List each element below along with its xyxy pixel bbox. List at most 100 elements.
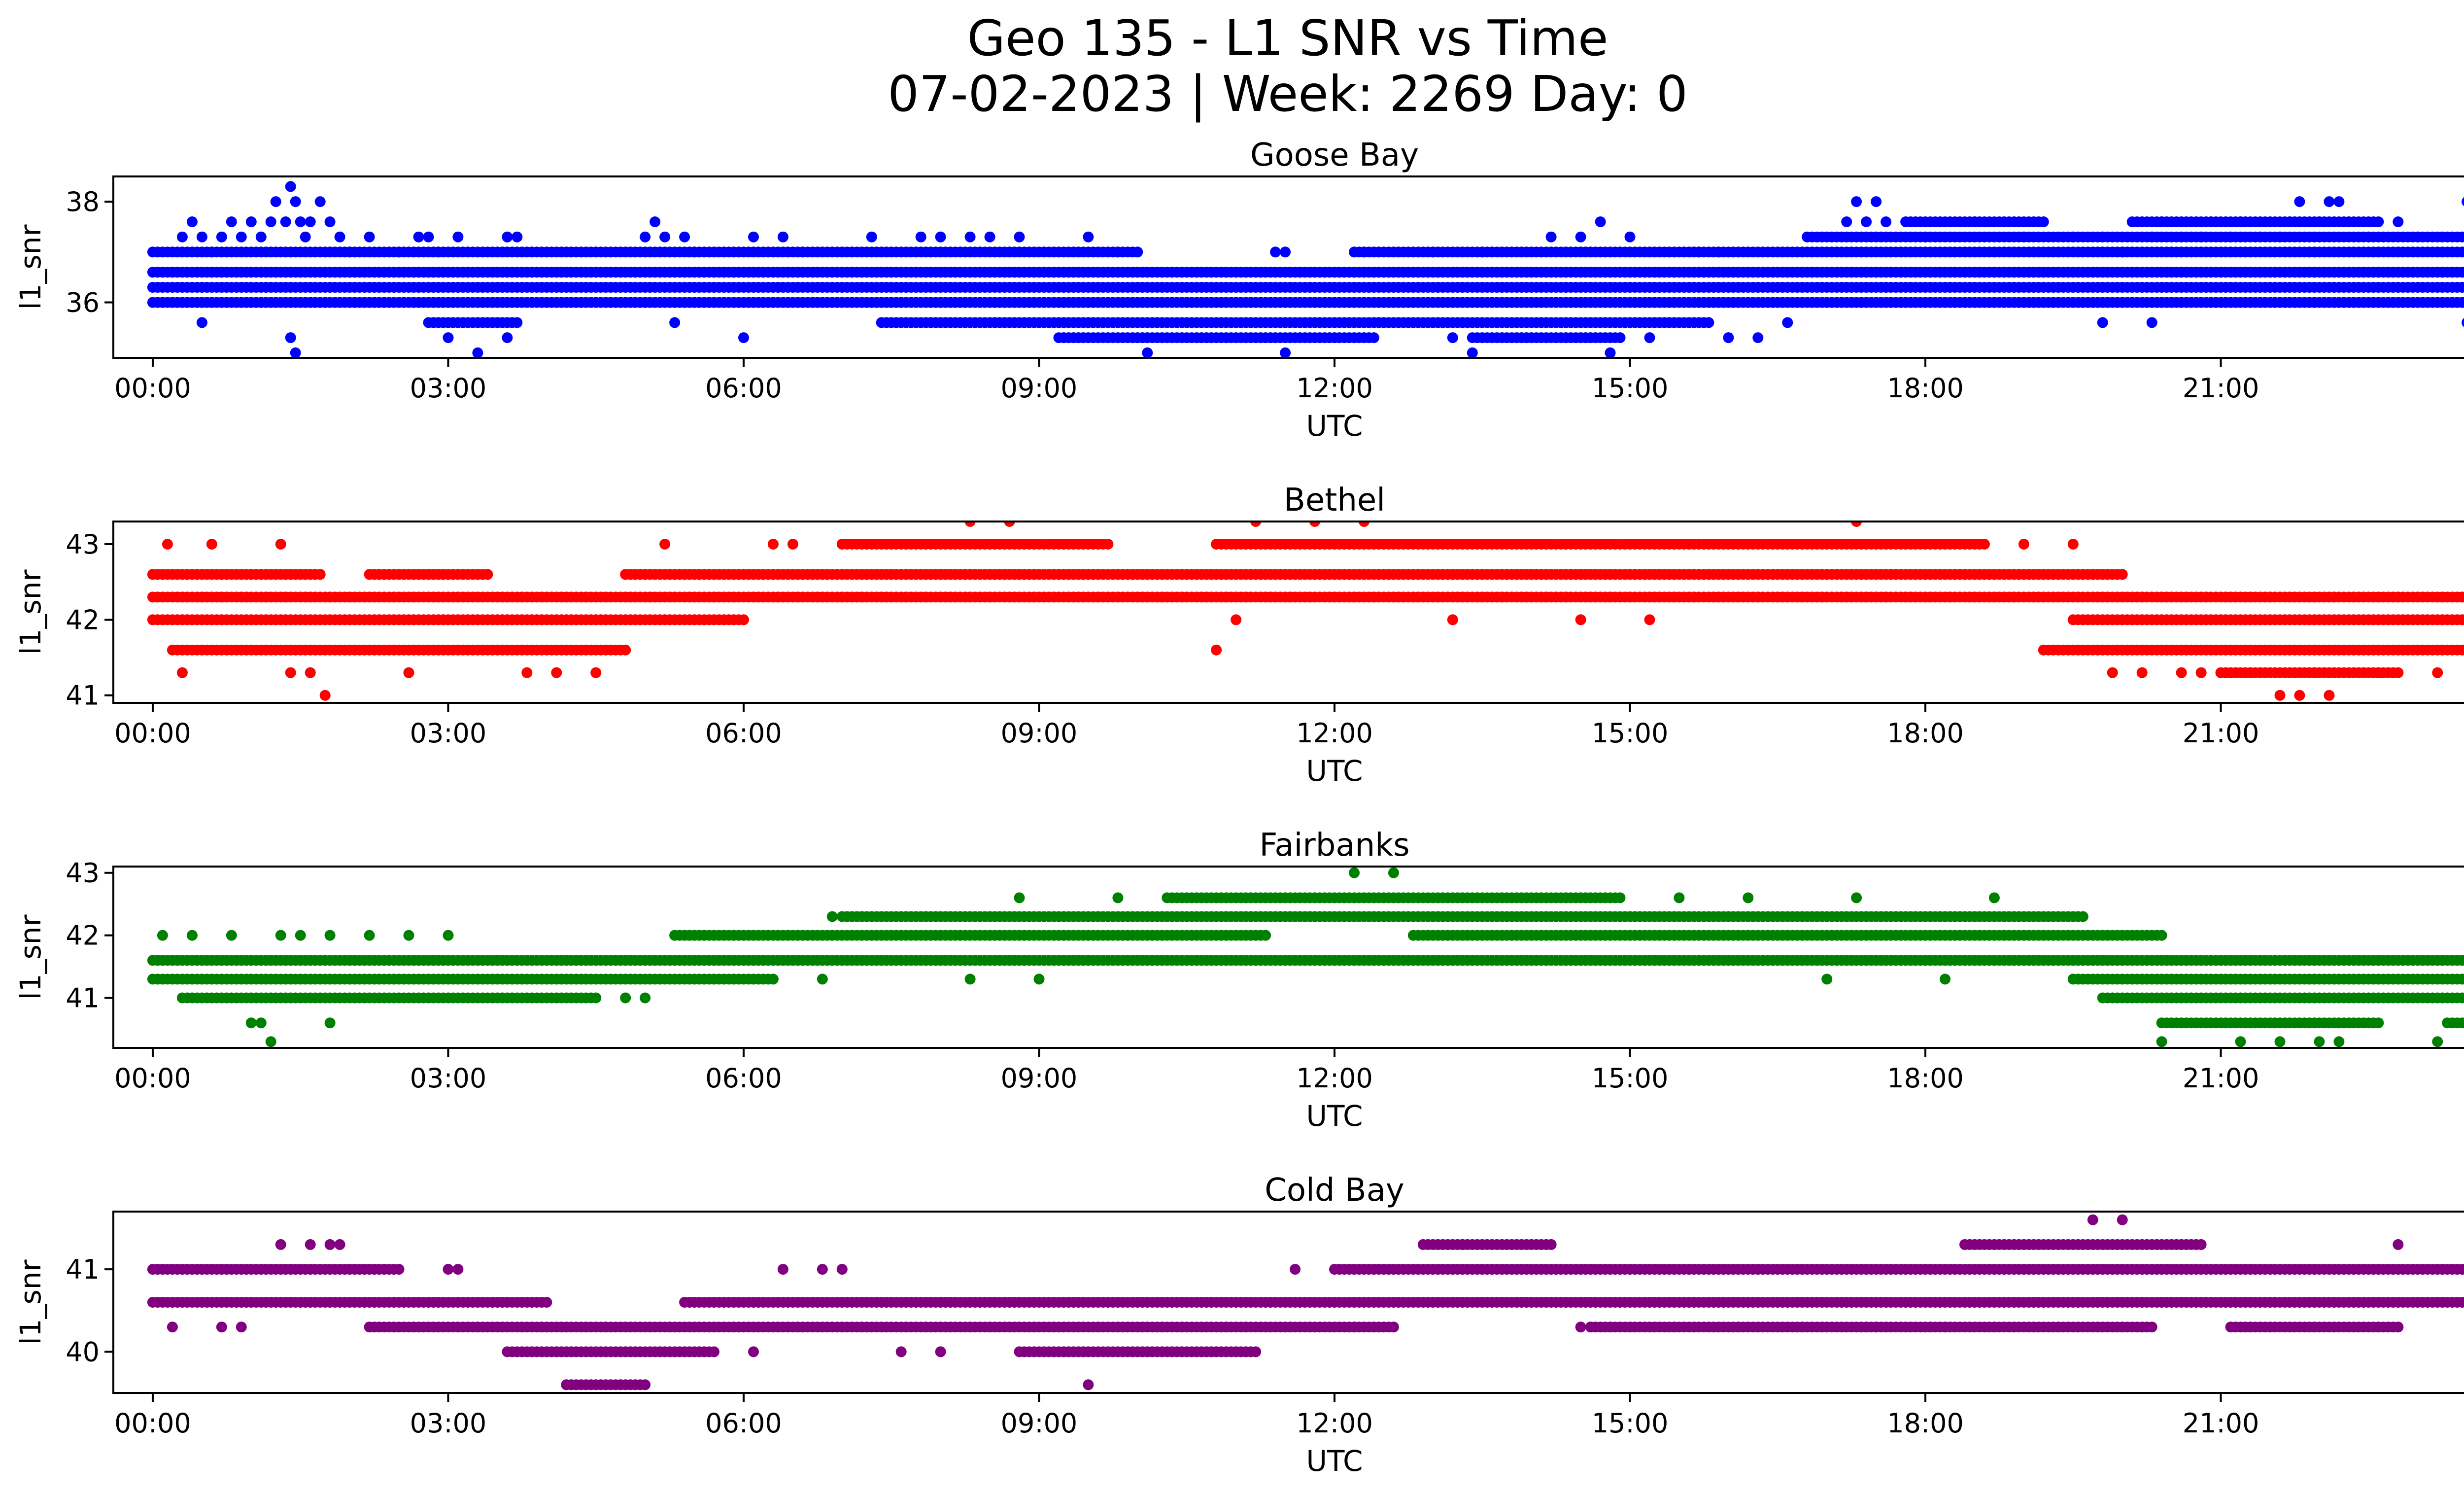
data-point: [482, 569, 493, 580]
data-point: [2284, 216, 2295, 227]
data-point: [2146, 317, 2157, 328]
data-point: [2107, 667, 2118, 678]
data-point: [2462, 592, 2464, 602]
data-point: [226, 216, 237, 227]
x-tick-label: 18:00: [1887, 373, 1964, 404]
data-point: [186, 216, 198, 227]
data-point: [1427, 246, 1438, 258]
data-point: [2067, 231, 2079, 243]
data-point: [314, 569, 326, 580]
data-point: [2333, 196, 2345, 208]
data-point: [206, 246, 217, 258]
data-point: [915, 231, 926, 243]
series-points: [147, 522, 2464, 701]
data-point: [2462, 974, 2464, 984]
x-axis-label: UTC: [1306, 754, 1363, 788]
data-point: [295, 216, 306, 227]
data-point: [2235, 216, 2246, 227]
data-point: [2457, 644, 2464, 656]
data-point: [512, 317, 523, 328]
data-point: [2462, 282, 2464, 292]
data-point: [669, 317, 681, 328]
data-point: [2457, 246, 2464, 258]
data-point: [1575, 614, 1586, 626]
data-point: [502, 231, 513, 243]
data-point: [1871, 196, 1882, 208]
data-point: [1359, 522, 1369, 527]
data-point: [1112, 246, 1124, 258]
data-point: [2457, 973, 2464, 985]
data-point: [1969, 216, 1980, 227]
data-point: [1280, 246, 1291, 258]
data-point: [265, 216, 276, 227]
data-point: [1280, 347, 1291, 358]
data-point: [1624, 231, 1636, 243]
data-point: [2457, 231, 2464, 243]
x-tick-label: 15:00: [1592, 373, 1669, 404]
data-point: [659, 539, 671, 550]
data-point: [364, 231, 375, 243]
data-point: [1851, 522, 1862, 527]
data-point: [1260, 930, 1271, 941]
data-point: [935, 231, 946, 243]
data-point: [1782, 317, 1793, 328]
data-point: [423, 231, 434, 243]
y-tick-label: 38: [66, 186, 100, 217]
data-point: [206, 539, 217, 550]
data-point: [1605, 347, 1616, 358]
data-point: [393, 246, 405, 258]
data-point: [767, 973, 779, 985]
data-point: [413, 231, 424, 243]
data-point: [2462, 298, 2464, 307]
data-point: [1703, 317, 1714, 328]
y-tick-label: 43: [66, 529, 100, 560]
data-point: [650, 216, 661, 227]
data-point: [1231, 614, 1242, 626]
data-point: [300, 231, 311, 243]
x-tick-label: 00:00: [114, 373, 191, 404]
data-point: [1545, 231, 1557, 243]
data-point: [2457, 591, 2464, 603]
x-tick-label: 03:00: [410, 718, 487, 749]
data-point: [334, 231, 345, 243]
data-point: [236, 231, 247, 243]
data-point: [1083, 231, 1094, 243]
data-point: [2412, 231, 2424, 243]
data-point: [2462, 268, 2464, 277]
data-point: [659, 231, 671, 243]
data-point: [2294, 690, 2305, 701]
data-point: [866, 231, 877, 243]
data-point: [1752, 332, 1764, 344]
data-point: [2462, 247, 2464, 257]
data-point: [452, 231, 464, 243]
data-point: [1861, 216, 1872, 227]
data-point: [245, 216, 257, 227]
data-point: [1575, 231, 1586, 243]
figure-title-line2: 07-02-2023 | Week: 2269 Day: 0: [888, 65, 1687, 123]
data-point: [290, 196, 301, 208]
data-point: [738, 614, 749, 626]
data-point: [1309, 522, 1320, 527]
data-point: [551, 667, 562, 678]
x-tick-label: 00:00: [114, 718, 191, 749]
data-point: [1920, 231, 1931, 243]
data-point: [1713, 246, 1724, 258]
data-point: [964, 231, 976, 243]
data-point: [2117, 246, 2128, 258]
x-tick-label: 21:00: [2183, 718, 2259, 749]
data-point: [280, 216, 291, 227]
data-point: [176, 667, 188, 678]
data-point: [433, 246, 444, 258]
series-points: [147, 181, 2464, 358]
data-point: [2205, 216, 2217, 227]
data-point: [1359, 246, 1369, 258]
data-point: [1102, 539, 1114, 550]
data-point: [2393, 667, 2404, 678]
data-point: [2314, 216, 2325, 227]
data-point: [1841, 216, 1852, 227]
series-points: [147, 867, 2464, 1047]
data-point: [275, 539, 286, 550]
data-point: [2038, 216, 2049, 227]
